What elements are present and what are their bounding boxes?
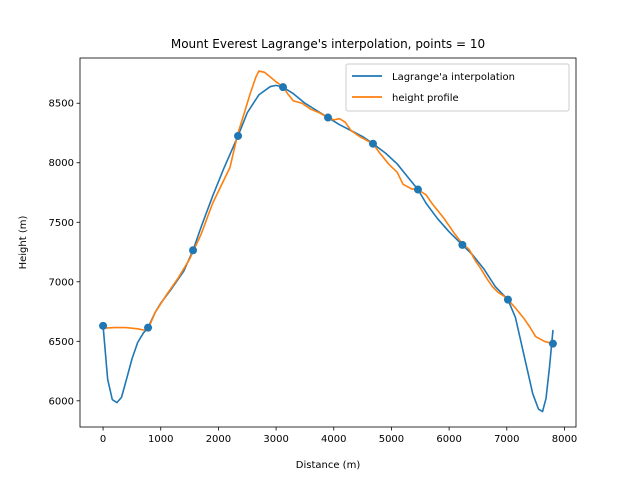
y-tick-label: 8500 (49, 99, 74, 110)
x-tick-label: 4000 (321, 434, 346, 445)
y-tick-label: 7000 (49, 277, 74, 288)
y-axis: 6000 6500 7000 7500 8000 8500 (49, 99, 80, 407)
x-tick-label: 2000 (206, 434, 231, 445)
interpolation-node-marker (503, 295, 512, 304)
legend-label-profile: height profile (392, 93, 459, 104)
y-tick-label: 7500 (49, 218, 74, 229)
interpolation-node-marker (144, 323, 153, 332)
x-axis: 0 1000 2000 3000 4000 5000 6000 7000 8000 (100, 427, 577, 445)
legend: Lagrange'a interpolation height profile (345, 63, 570, 112)
legend-label-interpolation: Lagrange'a interpolation (392, 72, 515, 83)
interpolation-node-marker (458, 240, 467, 249)
interpolation-node-marker (368, 139, 377, 148)
plot-area (79, 57, 577, 428)
interpolation-node-marker (189, 246, 198, 255)
y-tick-label: 8000 (49, 158, 74, 169)
interpolation-node-marker (548, 339, 557, 348)
interpolation-node-marker (279, 83, 288, 92)
x-axis-label: Distance (m) (296, 460, 361, 471)
interpolation-node-marker (99, 321, 108, 330)
x-tick-label: 1000 (148, 434, 173, 445)
x-tick-label: 6000 (436, 434, 461, 445)
interpolation-node-marker (234, 131, 243, 140)
x-tick-label: 7000 (494, 434, 519, 445)
y-tick-label: 6500 (49, 337, 74, 348)
y-tick-label: 6000 (49, 396, 74, 407)
chart-title: Mount Everest Lagrange's interpolation, … (171, 37, 485, 51)
plot-frame (79, 57, 577, 428)
interpolation-node-marker (324, 113, 332, 122)
y-axis-label: Height (m) (18, 216, 29, 270)
marker-layer (99, 83, 557, 348)
interpolation-node-marker (413, 185, 422, 194)
x-tick-label: 3000 (263, 434, 288, 445)
x-tick-label: 0 (100, 434, 106, 445)
legend-box (345, 63, 570, 112)
x-tick-label: 5000 (379, 434, 404, 445)
x-tick-label: 8000 (552, 434, 577, 445)
series-line-height-profile (102, 70, 554, 345)
plot-background (80, 58, 576, 427)
